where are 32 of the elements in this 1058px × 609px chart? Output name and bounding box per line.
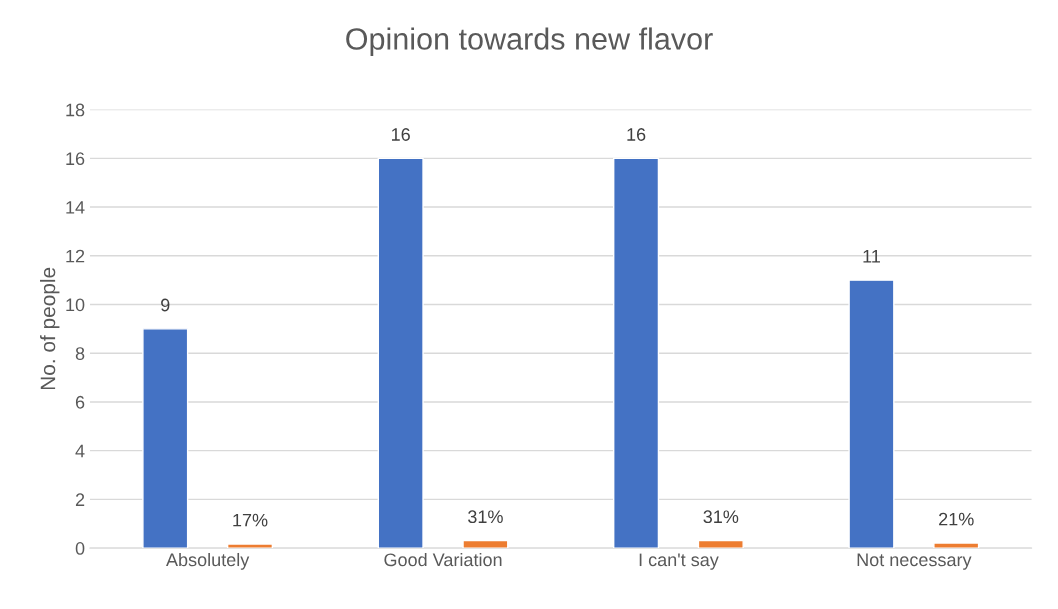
bar [226,543,274,549]
y-tick-label: 2 [75,493,85,506]
data-label: 11 [863,250,880,263]
bar [848,279,895,549]
chart-title: Opinion towards new flavor [346,27,713,56]
data-label: 31% [468,510,503,524]
y-tick-label: 16 [66,152,85,166]
x-tick-label: Not necessary [857,553,972,570]
y-tick-label: 12 [66,249,85,263]
y-tick-label: 6 [75,395,85,409]
x-tick-label: Absolutely [166,552,250,570]
x-tick-label: I can't say [639,553,719,570]
y-tick-label: 14 [66,201,85,214]
bar [462,539,509,549]
y-tick-label: 10 [66,298,85,312]
y-tick-label: 0 [75,542,85,555]
bar [142,328,189,549]
y-tick-label: 8 [75,347,85,360]
bar [377,157,424,549]
data-label: 16 [627,128,646,141]
data-label: 17% [233,513,268,527]
data-label: 31% [703,510,739,524]
data-label: 16 [392,128,410,141]
bar [697,539,744,549]
y-tick-label: 4 [75,444,85,458]
x-tick-label: Good Variation [384,552,502,567]
bar [933,542,980,549]
y-axis-title: No. of people [40,267,60,390]
data-label: 21% [939,512,974,526]
y-tick-label: 18 [66,103,85,117]
data-label: 9 [161,298,170,312]
bar [613,157,660,549]
